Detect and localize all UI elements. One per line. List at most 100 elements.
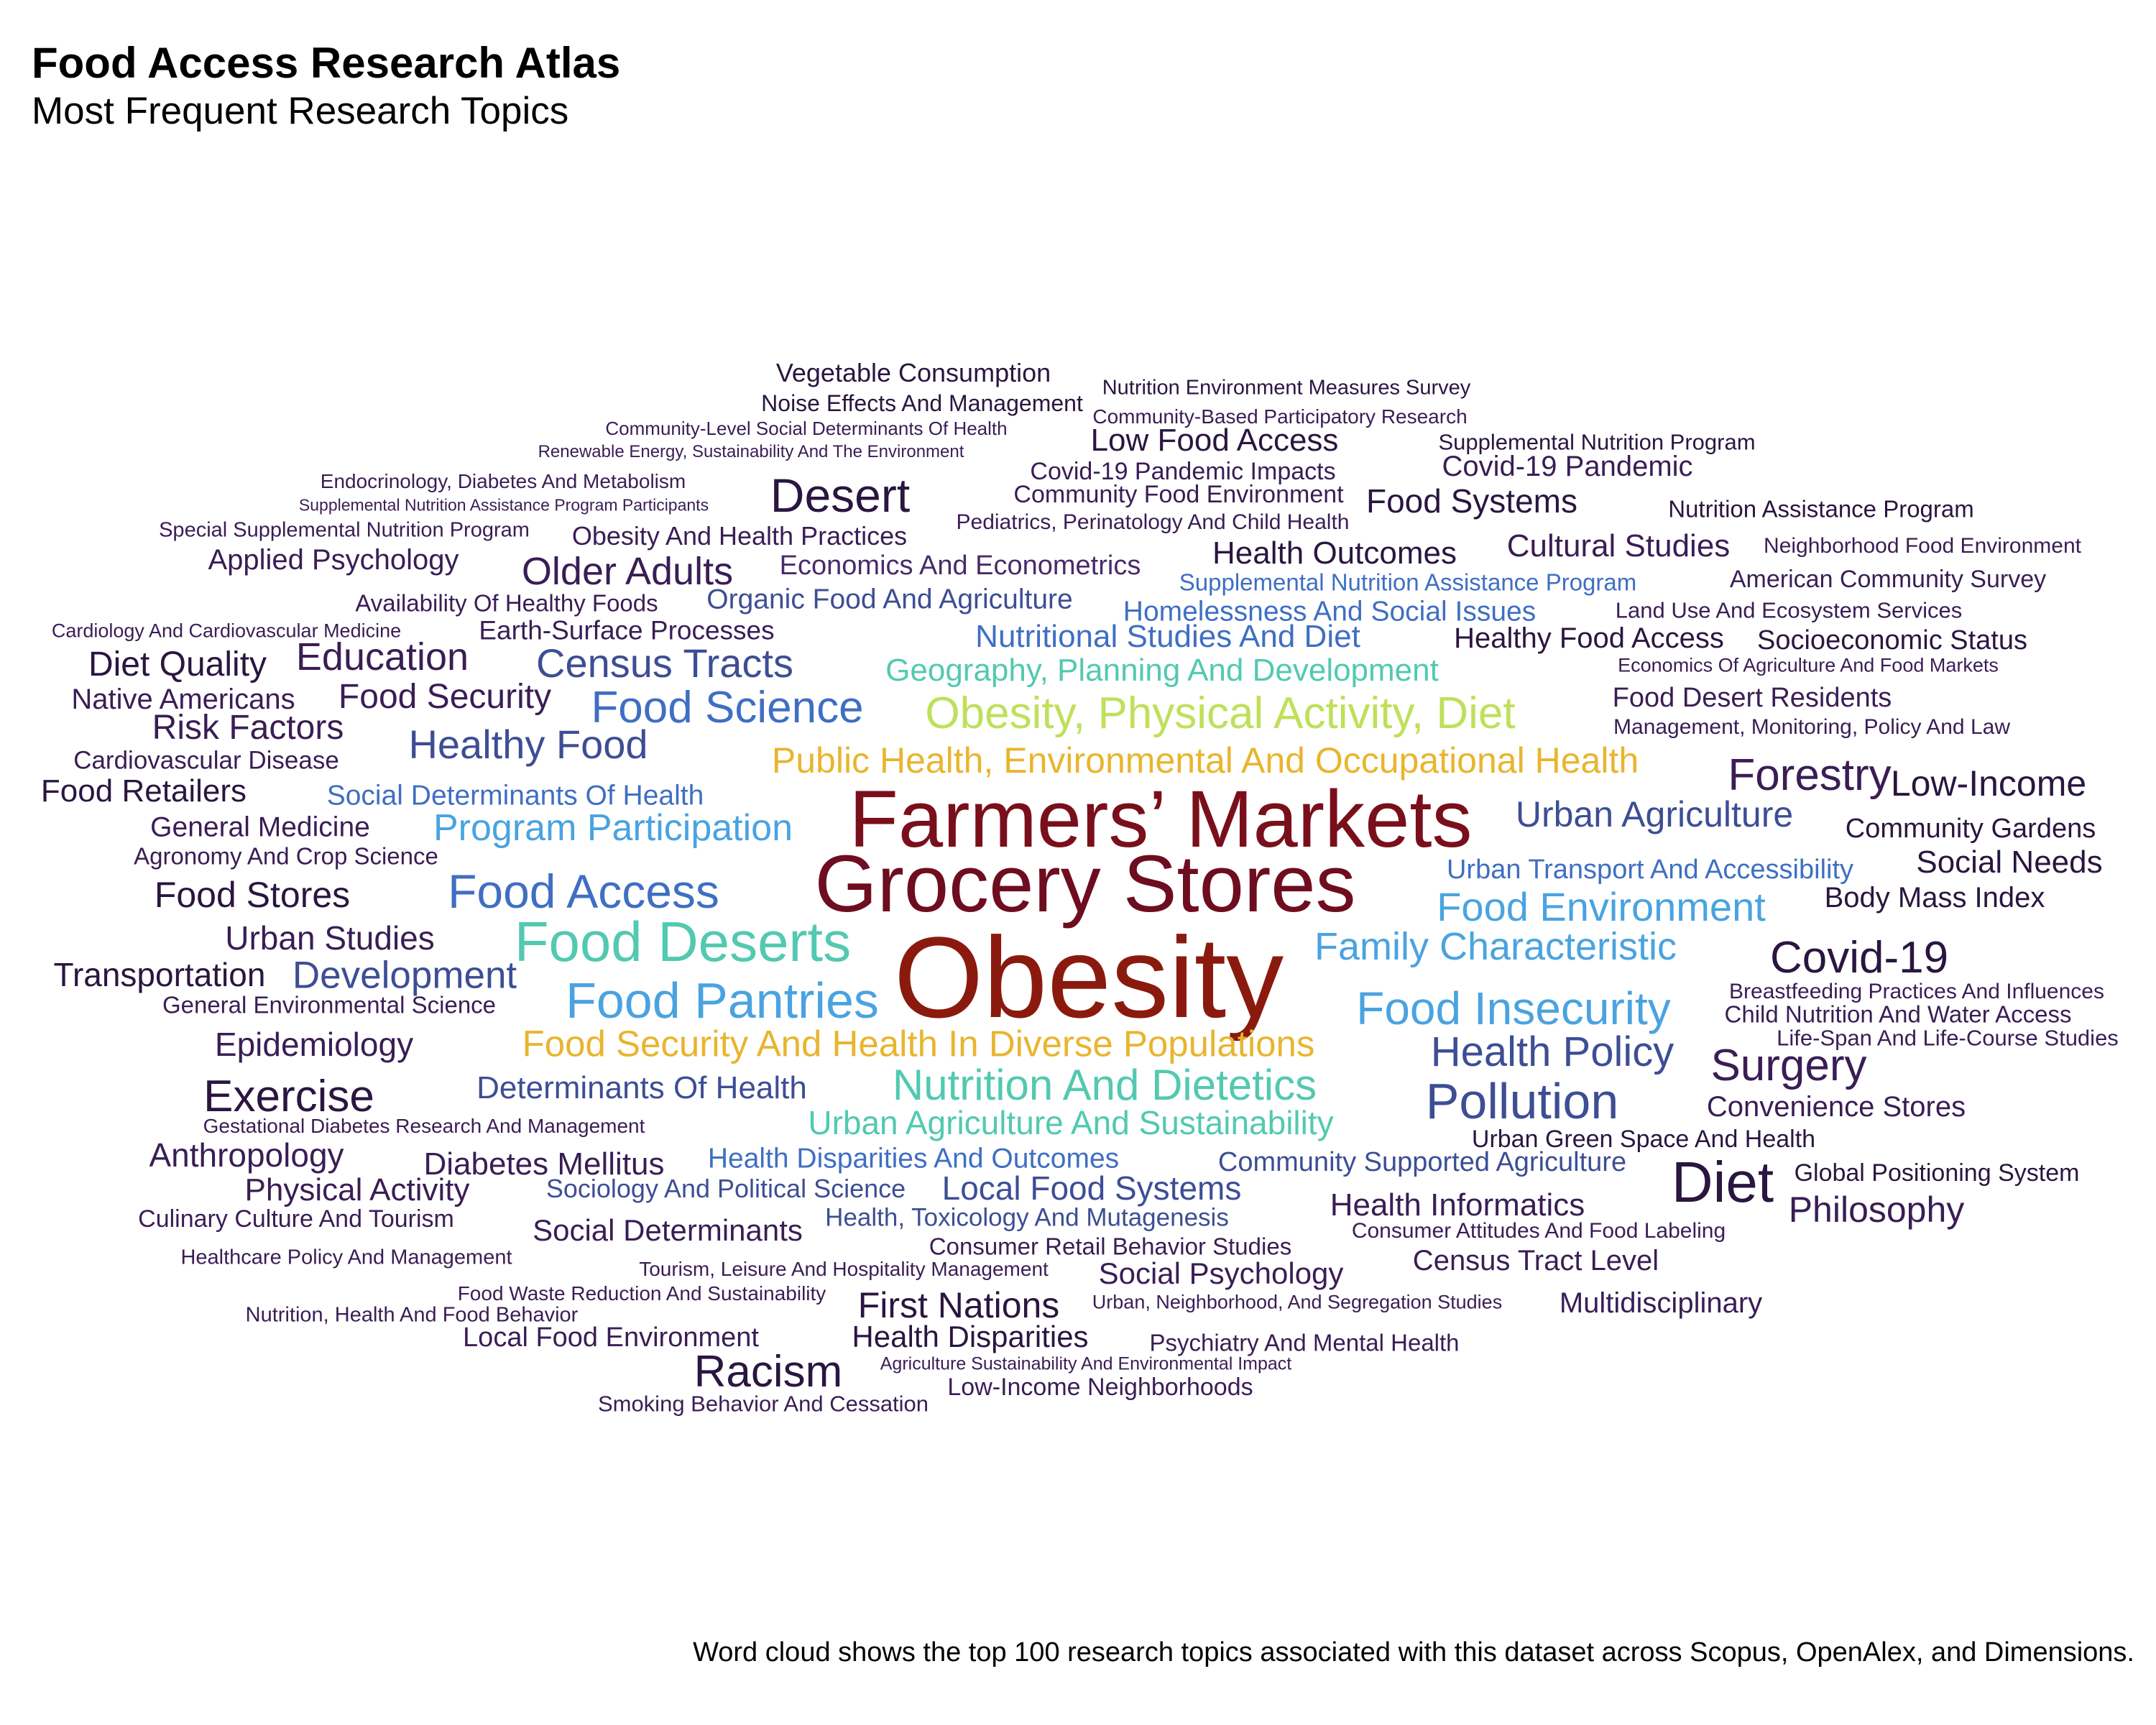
word-grocery-stores: Grocery Stores [814, 839, 1356, 929]
word-diabetes-mellitus: Diabetes Mellitus [423, 1146, 665, 1182]
word-convenience-stores: Convenience Stores [1706, 1091, 1966, 1123]
word-snap: Supplemental Nutrition Assistance Progra… [1179, 569, 1637, 596]
word-urban-green-space-health: Urban Green Space And Health [1471, 1126, 1816, 1153]
word-food-deserts: Food Deserts [514, 910, 852, 973]
word-land-use-ecosystem: Land Use And Ecosystem Services [1615, 597, 1963, 623]
word-community-food-environment: Community Food Environment [1013, 481, 1344, 508]
word-desert: Desert [770, 469, 911, 522]
word-food-security: Food Security [338, 678, 552, 716]
word-forestry: Forestry [1728, 750, 1892, 800]
word-breastfeeding-practices: Breastfeeding Practices And Influences [1729, 980, 2104, 1003]
word-diet-quality: Diet Quality [88, 645, 267, 684]
word-cardiovascular-disease: Cardiovascular Disease [73, 746, 339, 775]
word-farmers-markets: Farmers’ Markets [849, 774, 1473, 864]
caption: Word cloud shows the top 100 research to… [693, 1637, 2134, 1668]
word-socioeconomic-status: Socioeconomic Status [1757, 625, 2027, 656]
word-covid-19: Covid-19 [1769, 933, 1949, 983]
word-renewable-energy: Renewable Energy, Sustainability And The… [538, 442, 964, 461]
word-health-informatics: Health Informatics [1330, 1187, 1585, 1223]
word-nutrition-health-food-behavior: Nutrition, Health And Food Behavior [245, 1303, 579, 1327]
word-first-nations: First Nations [857, 1285, 1060, 1325]
word-food-waste-reduction: Food Waste Reduction And Sustainability [457, 1282, 826, 1305]
word-local-food-environment: Local Food Environment [463, 1322, 759, 1353]
word-healthy-food: Healthy Food [408, 722, 648, 767]
word-healthy-food-access: Healthy Food Access [1454, 622, 1724, 654]
word-philosophy: Philosophy [1788, 1190, 1965, 1230]
word-food-desert-residents: Food Desert Residents [1612, 683, 1892, 713]
word-food-retailers: Food Retailers [40, 773, 247, 809]
word-family-characteristic: Family Characteristic [1314, 925, 1677, 968]
word-economics-econometrics: Economics And Econometrics [779, 551, 1141, 581]
word-social-psychology: Social Psychology [1098, 1256, 1344, 1290]
word-obesity-physical-activity-diet: Obesity, Physical Activity, Diet [925, 689, 1516, 738]
word-applied-psychology: Applied Psychology [208, 544, 459, 576]
word-local-food-systems: Local Food Systems [941, 1169, 1242, 1207]
word-health-outcomes: Health Outcomes [1212, 535, 1457, 571]
word-homelessness-social-issues: Homelessness And Social Issues [1123, 596, 1537, 627]
word-food-pantries: Food Pantries [566, 972, 879, 1029]
word-american-community-survey: American Community Survey [1729, 566, 2047, 593]
word-education: Education [295, 635, 469, 678]
word-obesity-health-practices: Obesity And Health Practices [571, 521, 908, 551]
word-vegetable-consumption: Vegetable Consumption [775, 358, 1051, 387]
word-geography-planning-development: Geography, Planning And Development [885, 653, 1439, 688]
word-nutrition-dietetics: Nutrition And Dietetics [892, 1061, 1317, 1109]
page-subtitle: Most Frequent Research Topics [32, 90, 569, 132]
word-diet: Diet [1671, 1150, 1774, 1214]
word-noise-effects-management: Noise Effects And Management [761, 390, 1083, 416]
word-pollution: Pollution [1425, 1073, 1619, 1129]
word-pediatrics-perinatology: Pediatrics, Perinatology And Child Healt… [956, 510, 1350, 534]
word-census-tract-level: Census Tract Level [1412, 1245, 1659, 1276]
word-health-policy: Health Policy [1430, 1029, 1674, 1075]
word-agronomy-crop-science: Agronomy And Crop Science [134, 842, 438, 870]
page-title: Food Access Research Atlas [32, 39, 621, 87]
word-body-mass-index: Body Mass Index [1824, 882, 2045, 914]
word-food-environment: Food Environment [1437, 884, 1766, 929]
word-snap-participants: Supplemental Nutrition Assistance Progra… [298, 495, 709, 515]
word-agriculture-sustainability-impact: Agriculture Sustainability And Environme… [880, 1353, 1292, 1374]
word-consumer-retail-behavior: Consumer Retail Behavior Studies [929, 1233, 1292, 1260]
word-low-food-access: Low Food Access [1090, 423, 1339, 458]
word-native-americans: Native Americans [71, 684, 295, 715]
word-sociology-political-science: Sociology And Political Science [545, 1174, 906, 1203]
word-social-determinants-of-health: Social Determinants Of Health [326, 780, 704, 811]
word-urban-neighborhood-segregation: Urban, Neighborhood, And Segregation Stu… [1092, 1291, 1503, 1313]
word-covid-19-pandemic: Covid-19 Pandemic [1442, 451, 1693, 482]
word-urban-agriculture: Urban Agriculture [1515, 794, 1794, 834]
word-psychiatry-mental-health: Psychiatry And Mental Health [1149, 1329, 1460, 1356]
word-cardiology: Cardiology And Cardiovascular Medicine [51, 620, 402, 642]
word-food-access: Food Access [448, 865, 719, 918]
word-endocrinology-diabetes: Endocrinology, Diabetes And Metabolism [320, 470, 686, 492]
word-special-supplemental-nutrition: Special Supplemental Nutrition Program [159, 518, 530, 542]
word-cultural-studies: Cultural Studies [1506, 528, 1731, 564]
word-community-supported-agriculture: Community Supported Agriculture [1217, 1147, 1627, 1177]
word-exercise: Exercise [203, 1072, 374, 1121]
word-supplemental-nutrition-program: Supplemental Nutrition Program [1438, 429, 1756, 455]
word-life-span-life-course: Life-Span And Life-Course Studies [1777, 1025, 2119, 1051]
word-obesity: Obesity [893, 913, 1284, 1041]
word-development: Development [292, 954, 517, 997]
word-tourism-leisure-hospitality: Tourism, Leisure And Hospitality Managem… [639, 1258, 1049, 1280]
word-covid-19-pandemic-impacts: Covid-19 Pandemic Impacts [1030, 458, 1336, 485]
word-consumer-attitudes-labeling: Consumer Attitudes And Food Labeling [1351, 1219, 1726, 1243]
word-economics-agriculture-food-markets: Economics Of Agriculture And Food Market… [1618, 654, 1999, 676]
word-epidemiology: Epidemiology [214, 1026, 414, 1063]
word-gestational-diabetes: Gestational Diabetes Research And Manage… [203, 1115, 645, 1137]
word-nemsurvey: Nutrition Environment Measures Survey [1102, 376, 1471, 400]
word-organic-food-agriculture: Organic Food And Agriculture [706, 584, 1073, 615]
word-low-income-neighborhoods: Low-Income Neighborhoods [947, 1374, 1253, 1401]
word-multidisciplinary: Multidisciplinary [1559, 1287, 1763, 1319]
word-racism: Racism [694, 1347, 843, 1397]
word-determinants-of-health: Determinants Of Health [476, 1070, 807, 1105]
word-health-toxicology-mutagenesis: Health, Toxicology And Mutagenesis [825, 1203, 1229, 1232]
word-food-systems: Food Systems [1366, 482, 1577, 520]
word-older-adults: Older Adults [521, 550, 734, 593]
word-social-needs: Social Needs [1916, 845, 2103, 880]
word-nutrition-assistance-program: Nutrition Assistance Program [1668, 495, 1974, 523]
word-availability-healthy-foods: Availability Of Healthy Foods [355, 589, 658, 617]
word-community-gardens: Community Gardens [1845, 814, 2096, 844]
word-anthropology: Anthropology [149, 1136, 344, 1174]
word-risk-factors: Risk Factors [152, 709, 344, 747]
word-food-insecurity: Food Insecurity [1356, 983, 1671, 1034]
